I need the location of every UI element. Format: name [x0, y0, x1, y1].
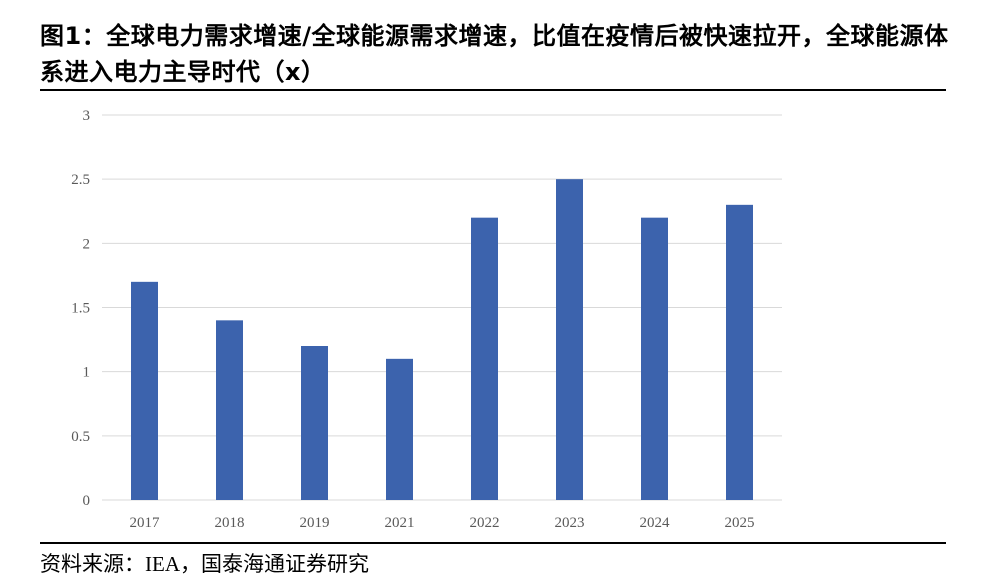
source-divider: [40, 542, 946, 544]
y-tick-label: 3: [83, 108, 91, 124]
y-tick-label: 0.5: [71, 429, 90, 445]
bar-2019: [301, 346, 328, 500]
bar-2024: [641, 217, 668, 500]
bar-2025: [726, 204, 753, 501]
y-tick-label: 2.5: [71, 172, 90, 188]
y-tick-label: 1: [83, 365, 91, 381]
x-tick-label: 2017: [130, 515, 161, 531]
bar-2021: [386, 358, 413, 500]
source-note: 资料来源：IEA，国泰海通证券研究: [40, 552, 369, 576]
chart-title: 图1：全球电力需求增速/全球能源需求增速，比值在疫情后被快速拉开，全球能源体系进…: [40, 22, 949, 86]
bar-2022: [471, 217, 498, 500]
x-tick-label: 2025: [725, 515, 755, 531]
bars: [131, 179, 753, 501]
bar-2023: [556, 179, 583, 500]
y-tick-label: 2: [83, 236, 91, 252]
x-tick-label: 2024: [640, 515, 671, 531]
bar-2017: [131, 281, 158, 500]
title-divider: [40, 89, 946, 91]
x-tick-label: 2021: [385, 515, 415, 531]
x-tick-label: 2018: [215, 515, 245, 531]
grid-layer: [102, 114, 782, 501]
x-axis-ticks: 2017 2018 2019 2021 2022 2023 2024 2025: [130, 515, 755, 531]
y-axis-ticks: 0 0.5 1 1.5 2 2.5 3: [71, 108, 90, 509]
bar-2018: [216, 320, 243, 500]
x-tick-label: 2019: [300, 515, 330, 531]
x-tick-label: 2023: [555, 515, 585, 531]
y-tick-label: 1.5: [71, 301, 90, 317]
y-tick-label: 0: [83, 493, 91, 509]
x-tick-label: 2022: [470, 515, 500, 531]
